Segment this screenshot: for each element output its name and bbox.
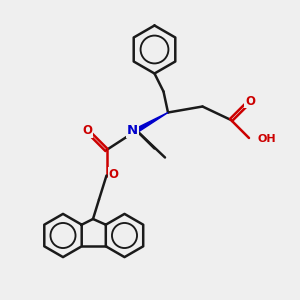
Text: O: O xyxy=(245,94,255,108)
Text: O: O xyxy=(82,124,93,137)
Text: O: O xyxy=(108,167,118,181)
Text: OH: OH xyxy=(257,134,276,145)
Text: N: N xyxy=(127,124,138,137)
Polygon shape xyxy=(135,112,168,132)
